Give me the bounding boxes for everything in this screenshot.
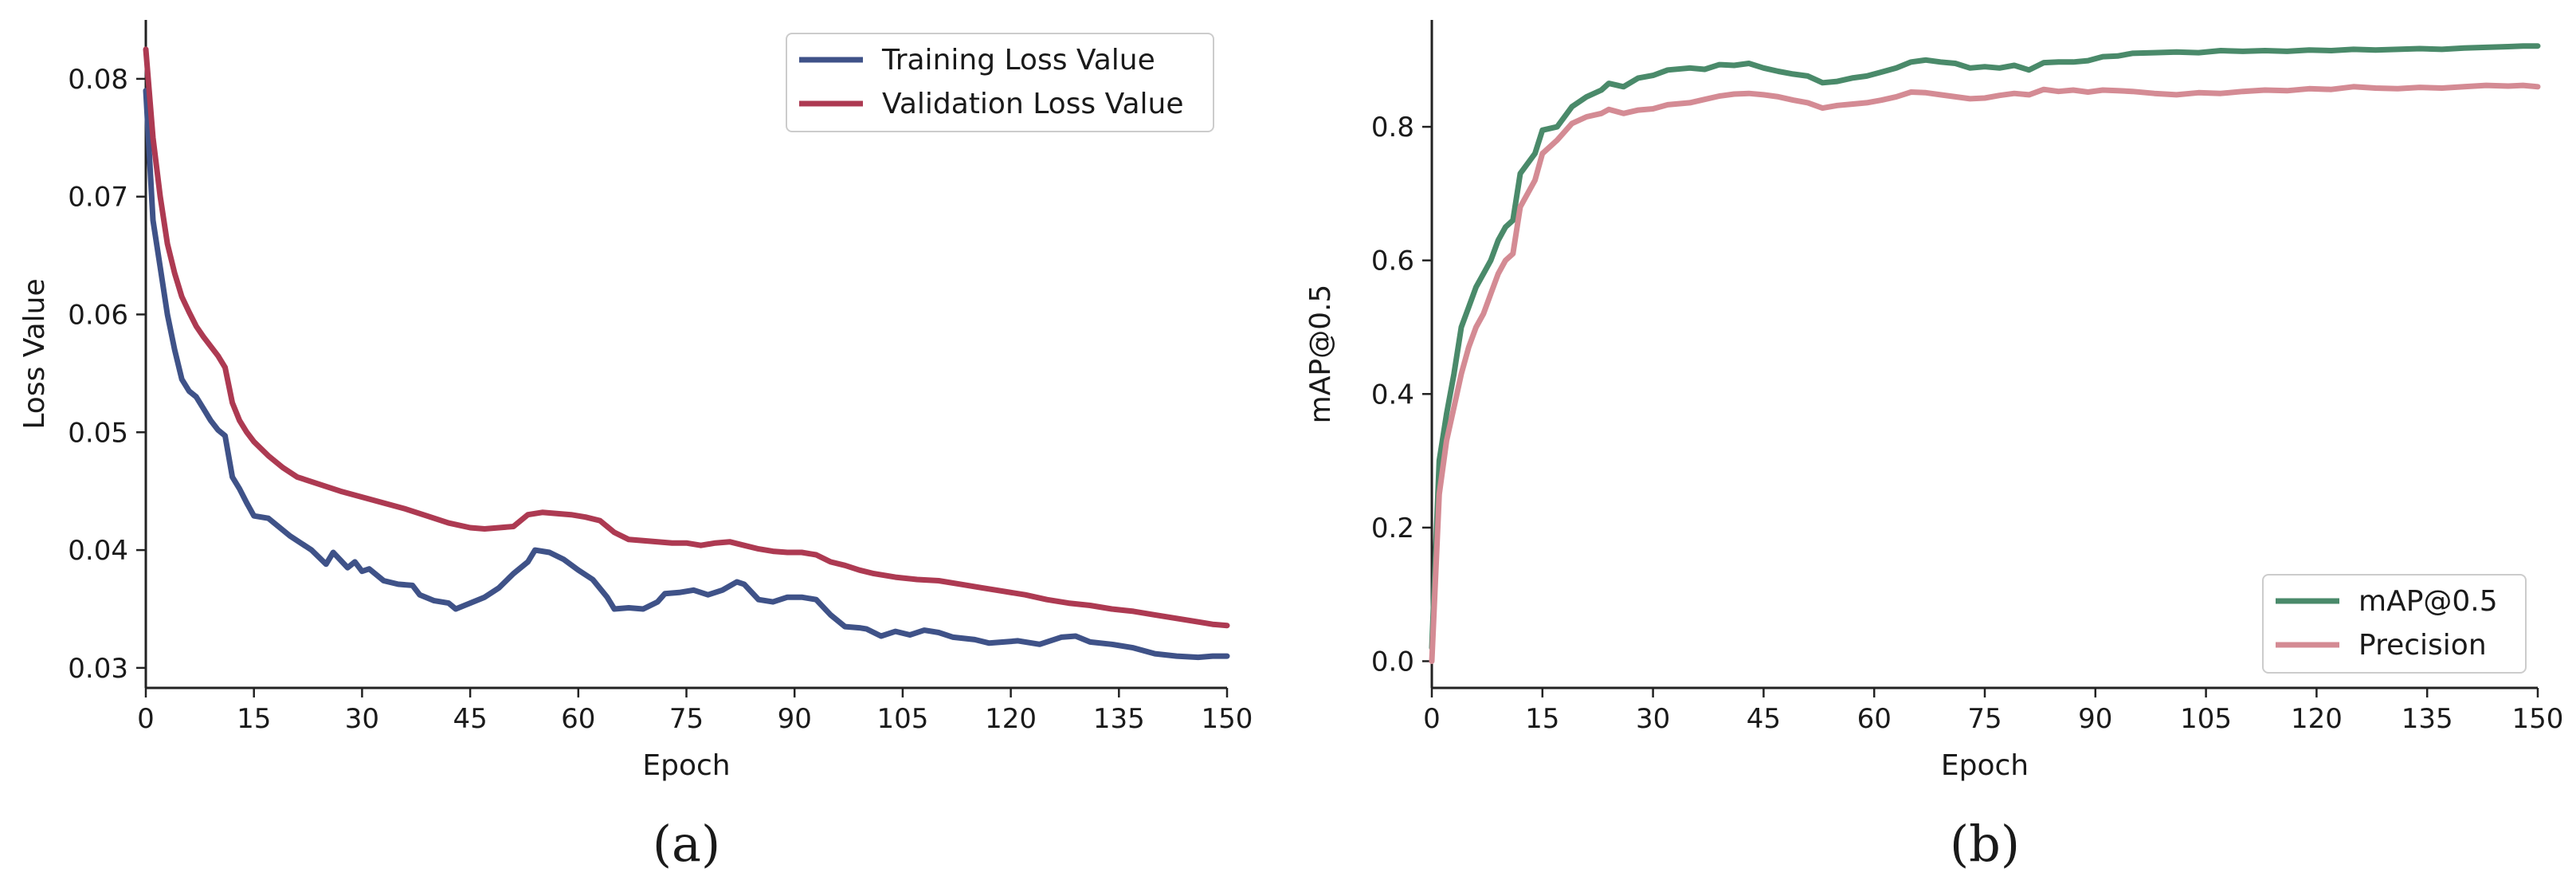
legend-label: Training Loss Value [881,44,1155,77]
x-tick-label: 30 [345,703,379,735]
y-axis-label: mAP@0.5 [1304,285,1337,424]
x-tick-label: 60 [561,703,595,735]
x-tick-label: 0 [1423,703,1441,735]
x-tick-label: 0 [137,703,155,735]
legend: mAP@0.5 Precision [2262,574,2527,674]
y-axis-label: Loss Value [18,278,51,429]
x-tick-label: 15 [1525,703,1559,735]
x-tick-label: 75 [669,703,704,735]
figure-caption: (a) [653,815,720,873]
loss-chart: 0 15 30 45 60 75 90 105 120 135 150 0.03 0.04 0.05 0.0… [18,20,1253,873]
x-tick-label: 90 [778,703,812,735]
x-tick-label: 45 [453,703,487,735]
x-tick-label: 30 [1636,703,1670,735]
x-tick-label: 45 [1747,703,1781,735]
x-tick-label: 120 [985,703,1037,735]
y-tick-label: 0.8 [1371,112,1414,143]
x-tick-label: 135 [1093,703,1145,735]
series-line-first [1429,43,2541,651]
x-tick-label: 75 [1967,703,2002,735]
series-line-second [1429,82,2541,664]
x-tick-label: 105 [876,703,928,735]
x-tick-label: 120 [2291,703,2343,735]
x-tick-label: 90 [2078,703,2112,735]
x-tick-label: 150 [2512,703,2564,735]
legend: Training Loss Value Validation Loss Value [786,33,1214,132]
y-tick-label: 0.08 [68,64,128,96]
y-tick-label: 0.0 [1371,646,1414,678]
y-tick-label: 0.06 [68,299,128,331]
legend-box [786,33,1214,132]
x-tick-label: 105 [2180,703,2232,735]
x-tick-label: 135 [2402,703,2453,735]
map-chart: 0 15 30 45 60 75 90 105 120 135 150 0.0 0.2 0.4 0.6 0.8… [1304,20,2563,873]
y-tick-label: 0.6 [1371,246,1414,277]
legend-label: Validation Loss Value [882,88,1183,120]
x-tick-label: 150 [1202,703,1253,735]
series-line-second [143,46,1230,629]
legend-label: Precision [2358,629,2487,662]
y-tick-label: 0.03 [68,653,128,685]
x-tick-label: 15 [237,703,271,735]
x-axis-label: Epoch [1941,749,2029,782]
y-tick-label: 0.07 [68,182,128,214]
series-line-first [143,88,1230,661]
y-tick-label: 0.4 [1371,379,1414,411]
x-axis-label: Epoch [642,749,730,782]
x-tick-label: 60 [1857,703,1892,735]
y-tick-label: 0.2 [1371,513,1414,544]
y-tick-label: 0.05 [68,417,128,449]
y-tick-label: 0.04 [68,535,128,567]
legend-label: mAP@0.5 [2358,585,2498,618]
figure-caption: (b) [1950,815,2020,873]
